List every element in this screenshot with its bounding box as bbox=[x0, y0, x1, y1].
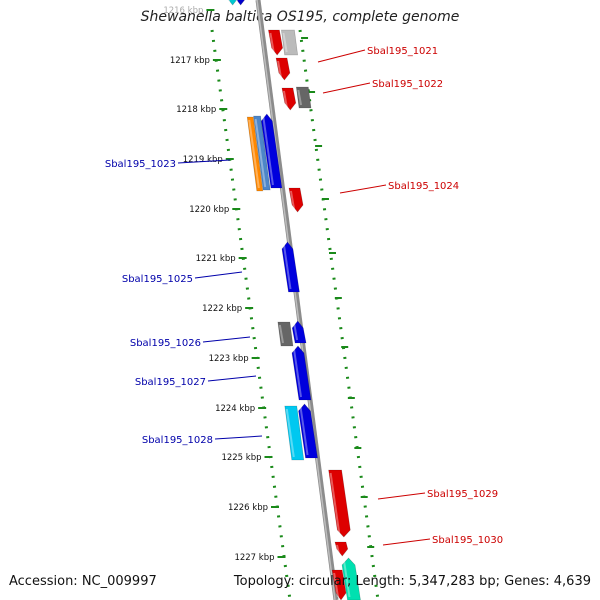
gene-feature bbox=[281, 241, 300, 293]
gene-feature-shine bbox=[269, 32, 275, 53]
chromosome-backbone bbox=[255, 0, 339, 600]
gene-feature-shine bbox=[329, 472, 341, 535]
gene-label: Sbal195_1030 bbox=[432, 535, 503, 546]
gene-feature-shine bbox=[254, 118, 267, 188]
genome-summary-text: Topology: circular; Length: 5,347,283 bp… bbox=[233, 574, 591, 589]
gene-feature-shine bbox=[277, 60, 282, 78]
gene-feature bbox=[295, 86, 312, 109]
gene-labels: Sbal195_1021 Sbal195_1022 Sbal195_1023 Sbal… bbox=[105, 46, 503, 546]
gene-features bbox=[227, 0, 361, 600]
tick-label: 1219 kbp bbox=[183, 155, 223, 165]
label-leader-line bbox=[202, 336, 251, 343]
label-leader-line bbox=[339, 184, 387, 194]
gene-feature-shine bbox=[282, 244, 292, 290]
gene-feature bbox=[298, 403, 318, 459]
label-leader-line bbox=[322, 82, 371, 94]
gene-feature-shine bbox=[299, 406, 309, 456]
gene-feature-shine bbox=[289, 190, 296, 210]
inner-track-boundary-left bbox=[210, 29, 292, 600]
accession-text: Accession: NC_009997 bbox=[9, 574, 157, 589]
label-leader-line bbox=[194, 271, 243, 279]
gene-feature-shine bbox=[262, 116, 274, 186]
gene-feature-shine bbox=[293, 323, 299, 341]
gene-feature-shine bbox=[282, 90, 288, 108]
gene-feature-shine bbox=[285, 408, 295, 458]
gene-feature bbox=[288, 187, 304, 213]
gene-feature bbox=[281, 29, 298, 56]
gene-label: Sbal195_1026 bbox=[130, 338, 201, 349]
gene-label: Sbal195_1022 bbox=[372, 79, 443, 90]
gene-feature-shine bbox=[282, 32, 288, 53]
gene-feature bbox=[281, 87, 297, 111]
tick-label: 1223 kbp bbox=[209, 354, 249, 364]
gene-label: Sbal195_1027 bbox=[135, 377, 206, 388]
tick-label: 1218 kbp bbox=[176, 105, 216, 115]
gene-feature bbox=[268, 29, 283, 56]
tick-marks: 1216 kbp 1217 kbp 1218 kbp 1219 kbp 1220 kbp… bbox=[163, 6, 375, 563]
gene-feature bbox=[275, 57, 291, 81]
label-leader-line bbox=[177, 159, 231, 164]
label-leader-line bbox=[214, 435, 263, 440]
gene-feature-shine bbox=[248, 119, 260, 189]
gene-label: Sbal195_1028 bbox=[142, 435, 213, 446]
map-title: Shewanella baltica OS195, complete genom… bbox=[140, 9, 460, 25]
gene-feature-shine bbox=[343, 560, 351, 598]
gene-feature-shine bbox=[297, 89, 303, 106]
tick-label: 1225 kbp bbox=[221, 453, 261, 463]
gene-feature bbox=[236, 0, 245, 6]
tick-label: 1220 kbp bbox=[189, 205, 229, 215]
chromosome-backbone-highlight bbox=[256, 0, 336, 600]
gene-feature-shine bbox=[292, 348, 302, 398]
tick-label: 1216 kbp bbox=[163, 6, 203, 16]
label-leader-line bbox=[382, 538, 431, 546]
gene-feature bbox=[246, 116, 264, 192]
label-leader-line bbox=[377, 492, 426, 500]
gene-feature bbox=[277, 321, 294, 347]
gene-feature bbox=[334, 541, 349, 557]
gene-label: Sbal195_1023 bbox=[105, 159, 176, 170]
gene-feature bbox=[291, 345, 312, 401]
gene-feature bbox=[261, 113, 283, 189]
gene-label: Sbal195_1021 bbox=[367, 46, 438, 57]
tick-label: 1221 kbp bbox=[196, 254, 236, 264]
gene-label: Sbal195_1029 bbox=[427, 489, 498, 500]
tick-label: 1217 kbp bbox=[170, 56, 210, 66]
gene-feature bbox=[341, 557, 361, 600]
tick-label: 1227 kbp bbox=[234, 553, 274, 563]
gene-feature-shine bbox=[335, 544, 340, 554]
label-leader-line bbox=[317, 49, 366, 63]
gene-feature-shine bbox=[235, 0, 239, 3]
tick-label: 1224 kbp bbox=[215, 404, 255, 414]
tick-label: 1226 kbp bbox=[228, 503, 268, 513]
gene-feature bbox=[331, 569, 347, 600]
gene-label: Sbal195_1024 bbox=[388, 181, 459, 192]
gene-feature bbox=[291, 320, 307, 344]
gene-feature-shine bbox=[278, 324, 284, 344]
gene-feature-shine bbox=[227, 0, 231, 3]
gene-feature bbox=[284, 405, 305, 461]
gene-label: Sbal195_1025 bbox=[122, 274, 193, 285]
label-leader-line bbox=[207, 375, 257, 382]
gene-feature bbox=[328, 469, 351, 538]
gene-feature-shine bbox=[333, 572, 339, 598]
gene-feature bbox=[228, 0, 237, 6]
gene-feature bbox=[253, 115, 271, 191]
tick-label: 1222 kbp bbox=[202, 304, 242, 314]
